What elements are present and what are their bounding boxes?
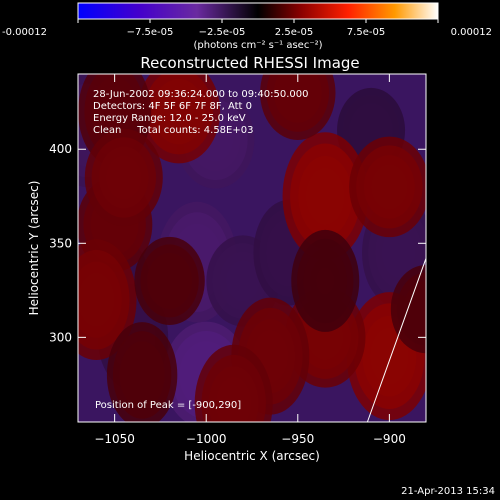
y-tick-label: 350 xyxy=(49,236,72,250)
x-tick-label: −1000 xyxy=(186,432,227,446)
colorbar-gradient xyxy=(77,2,439,20)
y-tick-label: 300 xyxy=(49,330,72,344)
plot-frame xyxy=(77,73,427,423)
hot-spot-level xyxy=(106,322,178,422)
hot-spot xyxy=(291,229,360,332)
hot-spot-level xyxy=(260,74,336,140)
colorbar-tick-label: -0.00012 xyxy=(2,27,47,38)
y-tick-label: 400 xyxy=(49,142,72,156)
hot-spot-level xyxy=(84,128,163,227)
hot-spot xyxy=(134,236,205,326)
colorbar: -0.00012 −7.5e-05 −2.5e-05 2.5e-05 7.5e-05 0.… xyxy=(2,2,492,51)
hot-spot xyxy=(137,74,221,164)
colorbar-tick-label: −2.5e-05 xyxy=(199,27,246,38)
hot-spot xyxy=(84,128,163,227)
hot-spot-level xyxy=(349,136,426,238)
hot-spot xyxy=(349,136,426,238)
hot-spot xyxy=(260,74,336,140)
colorbar-tick-label: 7.5e-05 xyxy=(347,27,385,38)
intensity-map xyxy=(78,74,426,422)
x-tick-label: −1050 xyxy=(94,432,135,446)
y-axis-label: Heliocentric Y (arcsec) xyxy=(27,181,41,316)
annotation-detectors: Detectors: 4F 5F 6F 7F 8F, Att 0 xyxy=(93,101,252,112)
x-axis-label: Heliocentric X (arcsec) xyxy=(184,449,320,463)
colorbar-unit-label: (photons cm⁻² s⁻¹ asec⁻²) xyxy=(193,40,322,51)
hot-spot xyxy=(282,132,368,261)
hot-spot xyxy=(78,239,137,361)
annotation-time-range: 28-Jun-2002 09:36:24.000 to 09:40:50.000 xyxy=(93,89,309,100)
hot-spot-level xyxy=(194,344,273,422)
chart-title: Reconstructed RHESSI Image xyxy=(140,54,359,72)
hot-spot-level xyxy=(78,239,137,361)
hot-spot-level xyxy=(137,74,221,164)
hot-spot-level xyxy=(134,236,205,326)
peak-position-label: Position of Peak = [-900,290] xyxy=(95,400,241,411)
x-tick-label: −900 xyxy=(373,432,406,446)
annotation-clean-counts: Clean Total counts: 4.58E+03 xyxy=(93,125,253,136)
x-tick-label: −950 xyxy=(281,432,314,446)
colorbar-tick-label: 0.00012 xyxy=(451,27,492,38)
hot-spot-level xyxy=(291,229,360,332)
annotation-energy-range: Energy Range: 12.0 - 25.0 keV xyxy=(93,113,246,124)
colorbar-tick-label: −7.5e-05 xyxy=(127,27,174,38)
timestamp: 21-Apr-2013 15:34 xyxy=(401,486,495,497)
hot-spot-level xyxy=(282,132,368,261)
colorbar-tick-label: 2.5e-05 xyxy=(275,27,313,38)
hot-spot xyxy=(194,344,273,422)
solar-limb-line xyxy=(366,258,426,422)
hot-spot xyxy=(106,322,178,422)
